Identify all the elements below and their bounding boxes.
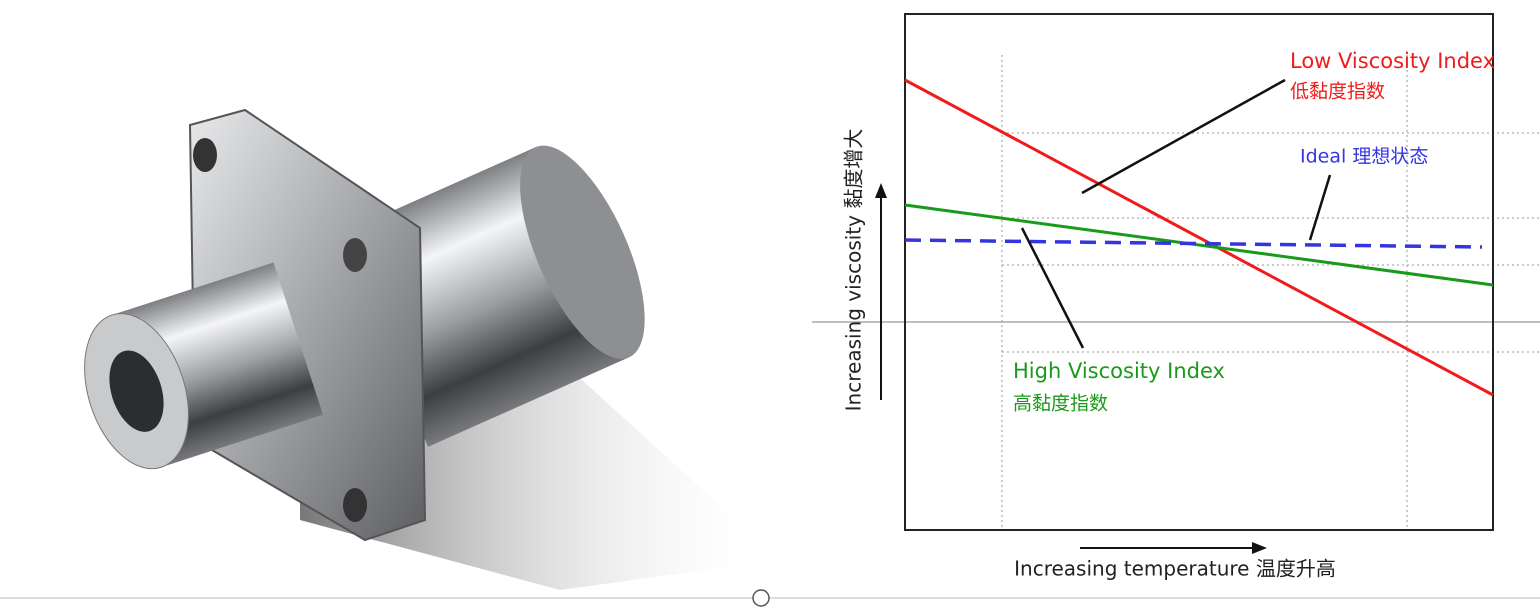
bolt-hole	[193, 138, 217, 172]
high-vi-line	[904, 203, 1494, 287]
low-vi-label: Low Viscosity Index	[1290, 49, 1495, 73]
plot-frame	[904, 13, 1494, 531]
low-vi-label-cn: 低黏度指数	[1290, 81, 1385, 103]
product-image	[84, 108, 780, 590]
slider-handle[interactable]	[752, 589, 770, 607]
ideal-label: Ideal 理想状态	[1300, 146, 1428, 168]
high-vi-label: High Viscosity Index	[1013, 359, 1225, 383]
ideal-line	[904, 238, 1483, 249]
viscosity-diagram: Increasing viscosity 黏度增大 Increasing tem…	[812, 13, 1540, 581]
x-axis-label: Increasing temperature 温度升高	[1014, 557, 1336, 581]
axis-arrows	[875, 183, 1267, 554]
high-vi-label-cn: 高黏度指数	[1013, 393, 1108, 415]
bolt-hole	[343, 238, 367, 272]
guide-lines	[1001, 55, 1540, 530]
pointers	[1020, 78, 1332, 349]
bolt-hole	[343, 488, 367, 522]
y-axis-label: Increasing viscosity 黏度增大	[842, 129, 866, 412]
front-shaft	[84, 262, 323, 470]
low-vi-line	[904, 78, 1494, 397]
